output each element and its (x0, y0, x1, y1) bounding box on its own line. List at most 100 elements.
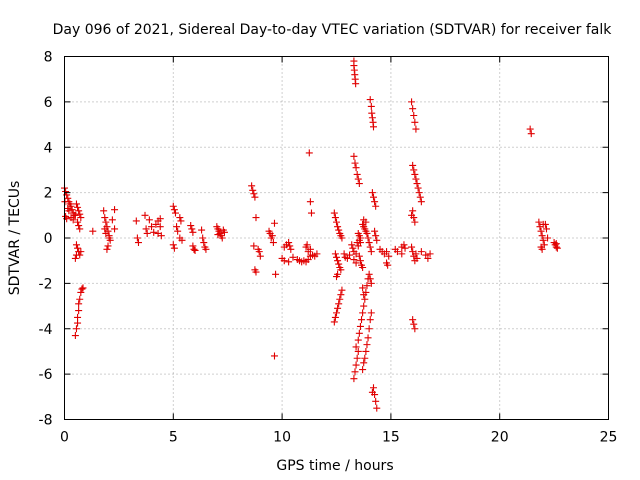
y-tick-label: -6 (39, 367, 53, 383)
data-point-marker (170, 244, 178, 252)
chart-title: Day 096 of 2021, Sidereal Day-to-day VTE… (53, 22, 613, 38)
data-point-marker (350, 152, 358, 160)
data-point-marker (359, 366, 367, 374)
data-point-marker (363, 282, 371, 290)
data-point-marker (104, 242, 112, 250)
data-point-marker (363, 229, 371, 237)
data-point-marker (272, 270, 280, 278)
y-tick-label: 0 (44, 231, 53, 247)
data-point-marker (255, 248, 263, 256)
data-point-marker (361, 295, 369, 303)
axis-ticks (64, 56, 609, 420)
data-point-marker (384, 261, 392, 269)
data-point-marker (289, 253, 297, 261)
data-point-marker (360, 302, 368, 310)
data-point-marker (156, 215, 164, 223)
data-point-marker (269, 239, 277, 247)
data-point-marker (356, 257, 364, 265)
data-point-marker (346, 251, 354, 259)
data-point-marker (169, 241, 177, 249)
data-point-marker (334, 304, 342, 312)
data-point-marker (77, 214, 85, 222)
data-point-marker (352, 164, 360, 172)
data-point-marker (359, 309, 367, 317)
data-point-marker (542, 225, 550, 233)
data-point-marker (72, 200, 80, 208)
data-point-marker (353, 354, 361, 362)
data-point-marker (145, 216, 153, 224)
data-point-marker (330, 209, 338, 217)
data-point-marker (401, 244, 409, 252)
data-point-marker (285, 258, 293, 266)
data-point-marker (252, 268, 260, 276)
data-point-marker (364, 234, 372, 242)
data-point-marker (372, 202, 380, 210)
data-point-marker (75, 307, 83, 315)
data-point-marker (537, 227, 545, 235)
data-point-marker (413, 180, 421, 188)
data-point-marker (305, 149, 313, 157)
data-point-marker (366, 275, 374, 283)
data-point-marker (102, 218, 110, 226)
data-point-marker (75, 300, 83, 308)
data-point-marker (71, 254, 79, 262)
y-axis-label: SDTVAR / TECUs (7, 181, 23, 296)
data-point-marker (333, 218, 340, 226)
data-point-marker (333, 309, 340, 317)
data-point-marker (369, 384, 377, 392)
data-point-marker (76, 225, 84, 233)
data-point-marker (77, 288, 85, 296)
data-point-marker (74, 218, 82, 226)
data-point-marker (355, 329, 363, 337)
data-point-marker (169, 202, 177, 210)
x-tick-label: 15 (382, 430, 400, 446)
data-point-marker (330, 318, 338, 326)
data-point-marker (72, 241, 80, 249)
data-point-marker (111, 206, 119, 214)
data-point-marker (362, 347, 370, 355)
data-markers (61, 57, 561, 412)
data-point-marker (408, 211, 416, 219)
data-point-marker (411, 170, 419, 178)
data-point-marker (414, 184, 422, 192)
data-point-marker (358, 316, 366, 324)
y-tick-label: -8 (39, 413, 53, 429)
data-point-marker (535, 218, 543, 226)
data-point-marker (552, 240, 560, 248)
data-point-marker (191, 246, 199, 254)
data-point-marker (408, 98, 416, 106)
data-point-marker (89, 227, 97, 235)
data-point-marker (313, 250, 321, 258)
data-point-marker (74, 313, 82, 321)
data-point-marker (200, 239, 208, 247)
data-point-marker (417, 248, 425, 256)
data-point-marker (352, 80, 360, 88)
data-point-marker (252, 214, 260, 222)
data-point-marker (173, 223, 181, 231)
x-axis-label: GPS time / hours (276, 458, 393, 474)
data-point-marker (368, 114, 376, 122)
data-point-marker (248, 182, 256, 190)
data-point-marker (198, 226, 206, 234)
x-tick-labels: 0 5 10 15 20 25 (60, 430, 617, 446)
data-point-marker (544, 234, 552, 242)
data-point-marker (74, 203, 82, 211)
data-point-marker (409, 105, 417, 113)
data-point-marker (111, 225, 119, 233)
data-point-marker (331, 250, 339, 258)
data-point-marker (251, 193, 259, 201)
data-point-marker (417, 198, 425, 206)
data-point-marker (270, 219, 278, 227)
data-point-marker (362, 218, 370, 226)
data-point-marker (368, 388, 376, 396)
data-point-marker (331, 313, 339, 321)
data-point-marker (331, 214, 339, 222)
data-point-marker (349, 244, 357, 252)
data-point-marker (336, 295, 344, 303)
data-point-marker (367, 309, 375, 317)
data-point-marker (78, 285, 86, 293)
data-point-marker (141, 211, 149, 219)
data-point-marker (132, 217, 140, 225)
data-point-marker (62, 187, 70, 195)
